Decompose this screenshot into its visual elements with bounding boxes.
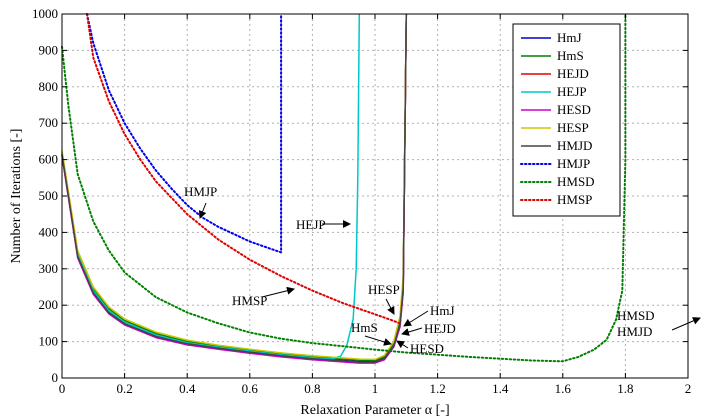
x-axis-label: Relaxation Parameter α [-] (300, 403, 449, 418)
y-tick-label: 500 (39, 188, 59, 203)
x-tick-label: 1 (372, 381, 379, 396)
series-line-hmsp (86, 13, 401, 325)
annotation-hmsp: HMSP (232, 293, 267, 308)
legend-label: HMSD (557, 174, 595, 189)
y-tick-label: 0 (52, 370, 59, 385)
y-tick-label: 100 (39, 334, 59, 349)
series-line-hejp (61, 13, 361, 360)
y-tick-label: 400 (39, 224, 59, 239)
y-tick-label: 600 (39, 152, 59, 167)
legend-label: HMJP (557, 156, 590, 171)
annotation-arrow (403, 310, 429, 327)
y-tick-label: 700 (39, 115, 59, 130)
annotation-arrow (385, 298, 395, 315)
annotation-arrow (671, 317, 701, 331)
legend-label: HEJD (557, 66, 589, 81)
annotation-arrow (396, 340, 409, 349)
annotation-arrow (261, 286, 295, 298)
legend: HmJ HmS HEJD HEJP HESD HESP HMJD HMJP HMSD HMSP (512, 23, 621, 217)
annotation-hmjd: HMJD (617, 324, 652, 339)
annotation-arrow (401, 327, 423, 336)
x-tick-label: 0.2 (116, 381, 132, 396)
annotation-hejp: HEJP (296, 217, 326, 232)
annotation-hejd: HEJD (424, 321, 456, 336)
x-tick-label: 1.8 (617, 381, 633, 396)
legend-label: HmS (557, 48, 584, 63)
legend-label: HEJP (557, 84, 587, 99)
series-line-hesp (61, 13, 408, 361)
legend-label: HMSP (557, 192, 592, 207)
plot-series (61, 13, 627, 364)
legend-label: HESP (557, 120, 589, 135)
y-tick-label: 300 (39, 261, 59, 276)
legend-label: HESD (557, 102, 591, 117)
annotation-arrow (364, 335, 392, 346)
annotation-hmj: HmJ (430, 303, 455, 318)
annotation-hmjp: HMJP (184, 184, 217, 199)
x-tick-label: 0.4 (179, 381, 196, 396)
y-tick-label: 1000 (32, 6, 58, 21)
x-tick-label: 1.2 (429, 381, 445, 396)
legend-label: HMJD (557, 138, 592, 153)
x-tick-label: 1.6 (555, 381, 572, 396)
annotation-hmsd: HMSD (617, 308, 655, 323)
annotation-hesd: HESD (410, 341, 444, 356)
x-tick-label: 2 (685, 381, 692, 396)
x-tick-label: 0.8 (304, 381, 320, 396)
x-tick-label: 1.4 (492, 381, 509, 396)
annotation-arrow (198, 202, 207, 219)
x-tick-label: 0 (59, 381, 66, 396)
axis-ticks: 0 0.2 0.4 0.6 0.8 1 1.2 1.4 1.6 1.8 2 0 100 200 300 400… (32, 6, 691, 396)
series-line-hmjp (86, 13, 283, 254)
y-tick-label: 800 (39, 79, 59, 94)
annotation-hesp: HESP (368, 282, 400, 297)
y-axis-label: Number of Iterations [-] (9, 129, 24, 264)
series-line-hmjd (61, 13, 408, 363)
y-tick-label: 900 (39, 42, 59, 57)
legend-label: HmJ (557, 30, 582, 45)
annotation-hms: HmS (351, 320, 378, 335)
series-line-hesd (61, 13, 408, 364)
y-tick-label: 200 (39, 297, 59, 312)
series-line-hmsd (61, 13, 627, 363)
x-tick-label: 0.6 (242, 381, 259, 396)
